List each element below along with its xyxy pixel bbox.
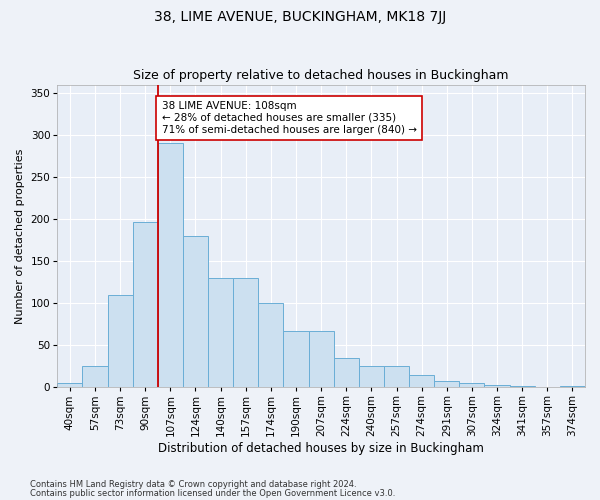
Bar [183, 236, 208, 388]
Bar [359, 366, 384, 388]
Bar [107, 295, 133, 388]
Bar [308, 331, 334, 388]
Bar [535, 386, 560, 388]
Y-axis label: Number of detached properties: Number of detached properties [15, 148, 25, 324]
Text: 38 LIME AVENUE: 108sqm
← 28% of detached houses are smaller (335)
71% of semi-de: 38 LIME AVENUE: 108sqm ← 28% of detached… [161, 102, 416, 134]
Bar [560, 386, 585, 388]
Bar [384, 366, 409, 388]
Bar [208, 278, 233, 388]
Bar [57, 383, 82, 388]
Bar [82, 366, 107, 388]
Bar [434, 380, 460, 388]
Title: Size of property relative to detached houses in Buckingham: Size of property relative to detached ho… [133, 69, 509, 82]
Bar [133, 222, 158, 388]
X-axis label: Distribution of detached houses by size in Buckingham: Distribution of detached houses by size … [158, 442, 484, 455]
Text: Contains HM Land Registry data © Crown copyright and database right 2024.: Contains HM Land Registry data © Crown c… [30, 480, 356, 489]
Bar [460, 383, 484, 388]
Bar [258, 304, 283, 388]
Bar [334, 358, 359, 388]
Bar [158, 144, 183, 388]
Bar [283, 331, 308, 388]
Bar [409, 375, 434, 388]
Bar [233, 278, 258, 388]
Bar [484, 385, 509, 388]
Text: 38, LIME AVENUE, BUCKINGHAM, MK18 7JJ: 38, LIME AVENUE, BUCKINGHAM, MK18 7JJ [154, 10, 446, 24]
Text: Contains public sector information licensed under the Open Government Licence v3: Contains public sector information licen… [30, 488, 395, 498]
Bar [509, 386, 535, 388]
